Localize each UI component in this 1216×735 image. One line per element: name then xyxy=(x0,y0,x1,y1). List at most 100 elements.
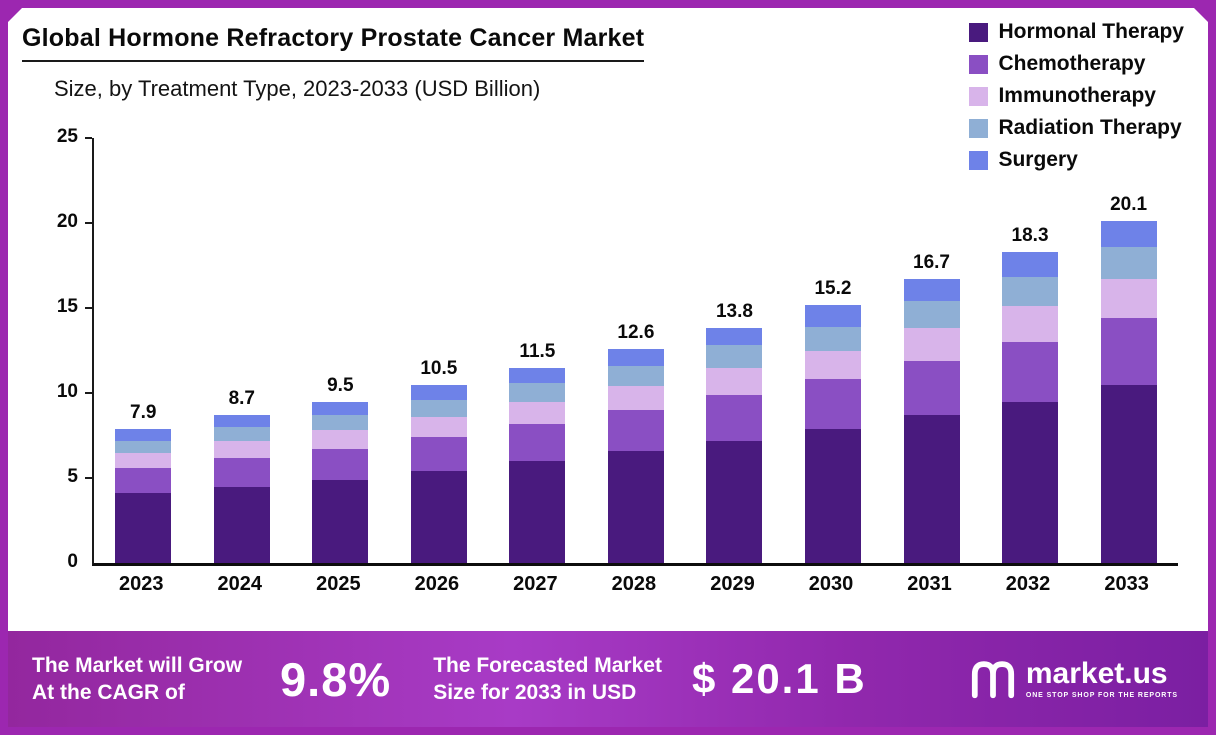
bar-segment-hormonal-therapy xyxy=(410,471,467,563)
bar-total-label: 15.2 xyxy=(814,277,852,299)
bar-segment-radiation-therapy xyxy=(804,326,861,351)
marketus-logo-icon xyxy=(971,661,1014,699)
x-axis-label: 2027 xyxy=(513,573,558,595)
legend-swatch xyxy=(969,118,989,138)
bar-segment-surgery xyxy=(804,304,861,327)
legend-label: Surgery xyxy=(998,148,1078,171)
corner-accent-top-left xyxy=(0,0,30,30)
bar-segment-hormonal-therapy xyxy=(509,461,566,563)
bar-segment-radiation-therapy xyxy=(509,382,566,402)
forecast-label: The Forecasted Market Size for 2033 in U… xyxy=(433,652,662,707)
bar-segment-surgery xyxy=(903,279,960,302)
bar-segment-chemotherapy xyxy=(312,449,369,480)
bar-segment-immunotherapy xyxy=(410,416,467,438)
legend-label: Immunotherapy xyxy=(998,84,1156,107)
legend-swatch xyxy=(969,150,989,170)
legend-item: Immunotherapy xyxy=(969,84,1184,108)
bar-segment-chemotherapy xyxy=(1100,318,1157,385)
bar-2028: 12.6 xyxy=(604,138,668,563)
y-axis-tick-label: 20 xyxy=(56,211,78,232)
bar-segment-radiation-therapy xyxy=(903,301,960,329)
bar-2023: 7.9 xyxy=(111,138,175,563)
bar-2033: 20.1 xyxy=(1097,138,1161,563)
chart-subtitle: Size, by Treatment Type, 2023-2033 (USD … xyxy=(54,76,541,101)
x-axis-label: 2032 xyxy=(1005,573,1051,595)
bar-segment-hormonal-therapy xyxy=(706,440,763,563)
bar-total-label: 10.5 xyxy=(420,357,458,379)
y-axis-tick-label: 0 xyxy=(67,551,78,572)
brand-name: market.us xyxy=(1025,657,1168,690)
brand-tagline: One Stop Shop For The Reports xyxy=(1025,692,1178,699)
bar-segment-chemotherapy xyxy=(509,423,566,461)
cagr-label-line2: At the CAGR of xyxy=(32,681,185,704)
bar-segment-hormonal-therapy xyxy=(607,450,664,563)
bar-segment-radiation-therapy xyxy=(1100,246,1157,280)
bar-total-label: 9.5 xyxy=(327,374,354,396)
bar-segment-hormonal-therapy xyxy=(115,493,172,563)
bar-segment-immunotherapy xyxy=(1002,306,1059,342)
y-axis-tick-label: 25 xyxy=(56,126,78,147)
bar-2031: 16.7 xyxy=(900,138,964,563)
bar-segment-radiation-therapy xyxy=(1002,277,1059,307)
forecast-value: $ 20.1 B xyxy=(691,655,867,702)
forecast-label-line2: Size for 2033 in USD xyxy=(433,681,637,704)
bar-2025: 9.5 xyxy=(308,138,372,563)
bar-total-label: 18.3 xyxy=(1011,224,1049,246)
y-axis-tick xyxy=(85,137,92,139)
bar-segment-radiation-therapy xyxy=(312,415,369,431)
y-axis: 0 5 10 15 20 25 xyxy=(36,126,86,572)
bar-2026: 10.5 xyxy=(407,138,471,563)
y-axis-tick xyxy=(85,222,92,224)
bar-segment-chemotherapy xyxy=(115,467,172,494)
legend-label: Hormonal Therapy xyxy=(998,20,1184,43)
bar-2024: 8.7 xyxy=(210,138,274,563)
chart-title: Global Hormone Refractory Prostate Cance… xyxy=(22,24,645,62)
brand-text: market.us One Stop Shop For The Reports xyxy=(1025,657,1178,700)
legend-item: Hormonal Therapy xyxy=(969,20,1184,44)
cagr-label-line1: The Market will Grow xyxy=(32,653,243,677)
bar-segment-chemotherapy xyxy=(706,394,763,441)
bar-segment-hormonal-therapy xyxy=(312,479,369,563)
bar-segment-chemotherapy xyxy=(1002,342,1059,402)
y-axis-tick xyxy=(85,307,92,309)
bar-segment-chemotherapy xyxy=(804,379,861,429)
bar-segment-surgery xyxy=(1002,251,1059,278)
bar-total-label: 20.1 xyxy=(1110,194,1148,216)
bar-segment-surgery xyxy=(509,367,566,383)
bar-segment-immunotherapy xyxy=(706,367,763,395)
corner-accent-top-right xyxy=(1186,0,1216,30)
x-axis-label: 2033 xyxy=(1104,573,1149,595)
bar-segment-hormonal-therapy xyxy=(804,428,861,563)
legend-swatch xyxy=(969,22,989,42)
bar-segment-immunotherapy xyxy=(115,452,172,468)
bar-segment-surgery xyxy=(1100,221,1157,247)
bar-segment-surgery xyxy=(312,401,369,416)
x-axis-label: 2028 xyxy=(611,573,657,595)
bar-segment-surgery xyxy=(706,328,763,346)
legend-item: Radiation Therapy xyxy=(969,116,1184,140)
x-axis-label: 2030 xyxy=(808,573,854,595)
bar-segment-immunotherapy xyxy=(607,386,664,411)
bar-segment-hormonal-therapy xyxy=(1002,401,1059,563)
x-axis-label: 2023 xyxy=(119,573,164,595)
bar-segment-chemotherapy xyxy=(607,410,664,451)
x-axis-label: 2026 xyxy=(414,573,460,595)
bar-segment-immunotherapy xyxy=(312,430,369,450)
y-axis-tick-label: 15 xyxy=(56,296,78,317)
x-axis-label: 2031 xyxy=(907,573,952,595)
bar-series: 7.9 8.7 9.5 10.5 11.5 12.6 13.8 15.2 16.7 18.3 20.… xyxy=(94,138,1178,563)
bar-segment-surgery xyxy=(607,348,664,366)
legend-swatch xyxy=(969,54,989,74)
bar-2029: 13.8 xyxy=(702,138,766,563)
bar-2027: 11.5 xyxy=(505,138,569,563)
bar-total-label: 7.9 xyxy=(130,401,157,423)
bar-segment-surgery xyxy=(410,384,467,400)
x-axis-labels: 2023 2024 2025 2026 2027 2028 2029 2030 2031 2032… xyxy=(92,573,1176,596)
bar-segment-surgery xyxy=(213,415,270,428)
bar-segment-chemotherapy xyxy=(213,457,270,487)
y-axis-tick-label: 10 xyxy=(56,381,78,402)
bar-2030: 15.2 xyxy=(801,138,865,563)
bar-total-label: 8.7 xyxy=(228,388,255,410)
legend-item: Surgery xyxy=(969,148,1184,172)
